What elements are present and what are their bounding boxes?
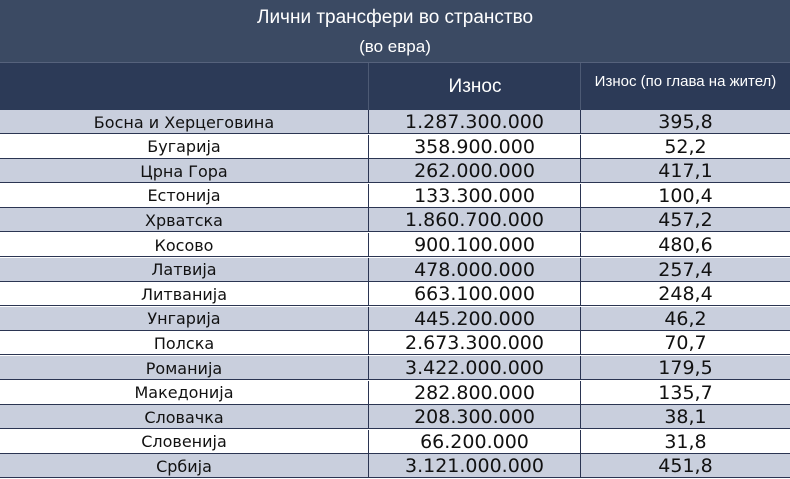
table-row: Косово 900.100.000 480,6 [0, 233, 790, 257]
table-row: Црна Гора 262.000.000 417,1 [0, 159, 790, 184]
country-cell: Унгарија [147, 309, 221, 329]
table-subtitle: (во евра) [359, 37, 431, 56]
country-cell: Полска [153, 333, 215, 353]
table-row: Романија 3.422.000.000 179,5 [0, 356, 790, 380]
table-row: Србија 3.121.000.000 451,8 [0, 454, 790, 479]
country-cell: Бугарија [147, 137, 221, 157]
country-cell: Босна и Херцеговина [93, 112, 275, 132]
table-row: Полска 2.673.300.000 70,7 [0, 331, 790, 356]
country-cell: Естонија [147, 186, 221, 206]
table-row: Литванија 663.100.000 248,4 [0, 282, 790, 307]
amount-cell: 478.000.000 [368, 257, 580, 282]
table-row: Естонија 133.300.000 100,4 [0, 183, 790, 208]
country-cell: Косово [154, 235, 214, 255]
per-capita-cell: 38,1 [580, 405, 790, 430]
per-capita-cell: 52,2 [580, 134, 790, 159]
amount-cell: 1.860.700.000 [368, 208, 580, 233]
per-capita-cell: 179,5 [580, 356, 790, 380]
title-band: Лични трансфери во странство (во евра) [0, 0, 790, 62]
amount-cell: 208.300.000 [368, 405, 580, 430]
amount-cell: 262.000.000 [368, 159, 580, 184]
amount-cell: 3.422.000.000 [368, 356, 580, 380]
country-cell: Хрватска [145, 210, 223, 230]
per-capita-cell: 451,8 [580, 454, 790, 479]
amount-cell: 3.121.000.000 [368, 454, 580, 479]
amount-cell: 133.300.000 [368, 183, 580, 208]
country-cell: Литванија [140, 284, 228, 304]
per-capita-cell: 480,6 [580, 233, 790, 257]
per-capita-cell: 31,8 [580, 429, 790, 454]
table-row: Унгарија 445.200.000 46,2 [0, 306, 790, 331]
header-amount: Износ [368, 63, 581, 111]
per-capita-cell: 395,8 [580, 110, 790, 134]
header-per-capita: Износ (по глава на жител) [580, 63, 790, 111]
amount-cell: 445.200.000 [368, 306, 580, 331]
table-row: Македонија 282.800.000 135,7 [0, 380, 790, 405]
per-capita-cell: 457,2 [580, 208, 790, 233]
table-row: Бугарија 358.900.000 52,2 [0, 134, 790, 159]
per-capita-cell: 135,7 [580, 380, 790, 405]
country-cell: Црна Гора [140, 161, 228, 181]
country-cell: Романија [145, 358, 223, 378]
country-cell: Словенија [141, 432, 227, 452]
per-capita-cell: 100,4 [580, 183, 790, 208]
per-capita-cell: 257,4 [580, 257, 790, 282]
table-header-row: Износ Износ (по глава на жител) [0, 62, 790, 111]
amount-cell: 1.287.300.000 [368, 110, 580, 134]
table-row: Словачка 208.300.000 38,1 [0, 405, 790, 430]
per-capita-cell: 417,1 [580, 159, 790, 184]
table-title: Лични трансфери во странство [256, 7, 534, 28]
per-capita-cell: 46,2 [580, 306, 790, 331]
country-cell: Латвија [151, 260, 217, 280]
table-row: Словенија 66.200.000 31,8 [0, 429, 790, 454]
amount-cell: 900.100.000 [368, 233, 580, 257]
amount-cell: 2.673.300.000 [368, 331, 580, 356]
per-capita-cell: 70,7 [580, 331, 790, 356]
amount-cell: 66.200.000 [368, 429, 580, 454]
country-cell: Словачка [144, 407, 224, 427]
table-row: Хрватска 1.860.700.000 457,2 [0, 208, 790, 233]
per-capita-cell: 248,4 [580, 282, 790, 307]
amount-cell: 282.800.000 [368, 380, 580, 405]
table-row: Босна и Херцеговина 1.287.300.000 395,8 [0, 110, 790, 134]
amount-cell: 663.100.000 [368, 282, 580, 307]
header-country [0, 63, 368, 111]
country-cell: Македонија [134, 383, 234, 403]
table-body: Босна и Херцеговина 1.287.300.000 395,8 Буг… [0, 110, 790, 479]
country-cell: Србија [156, 456, 212, 476]
amount-cell: 358.900.000 [368, 134, 580, 159]
table-row: Латвија 478.000.000 257,4 [0, 257, 790, 282]
